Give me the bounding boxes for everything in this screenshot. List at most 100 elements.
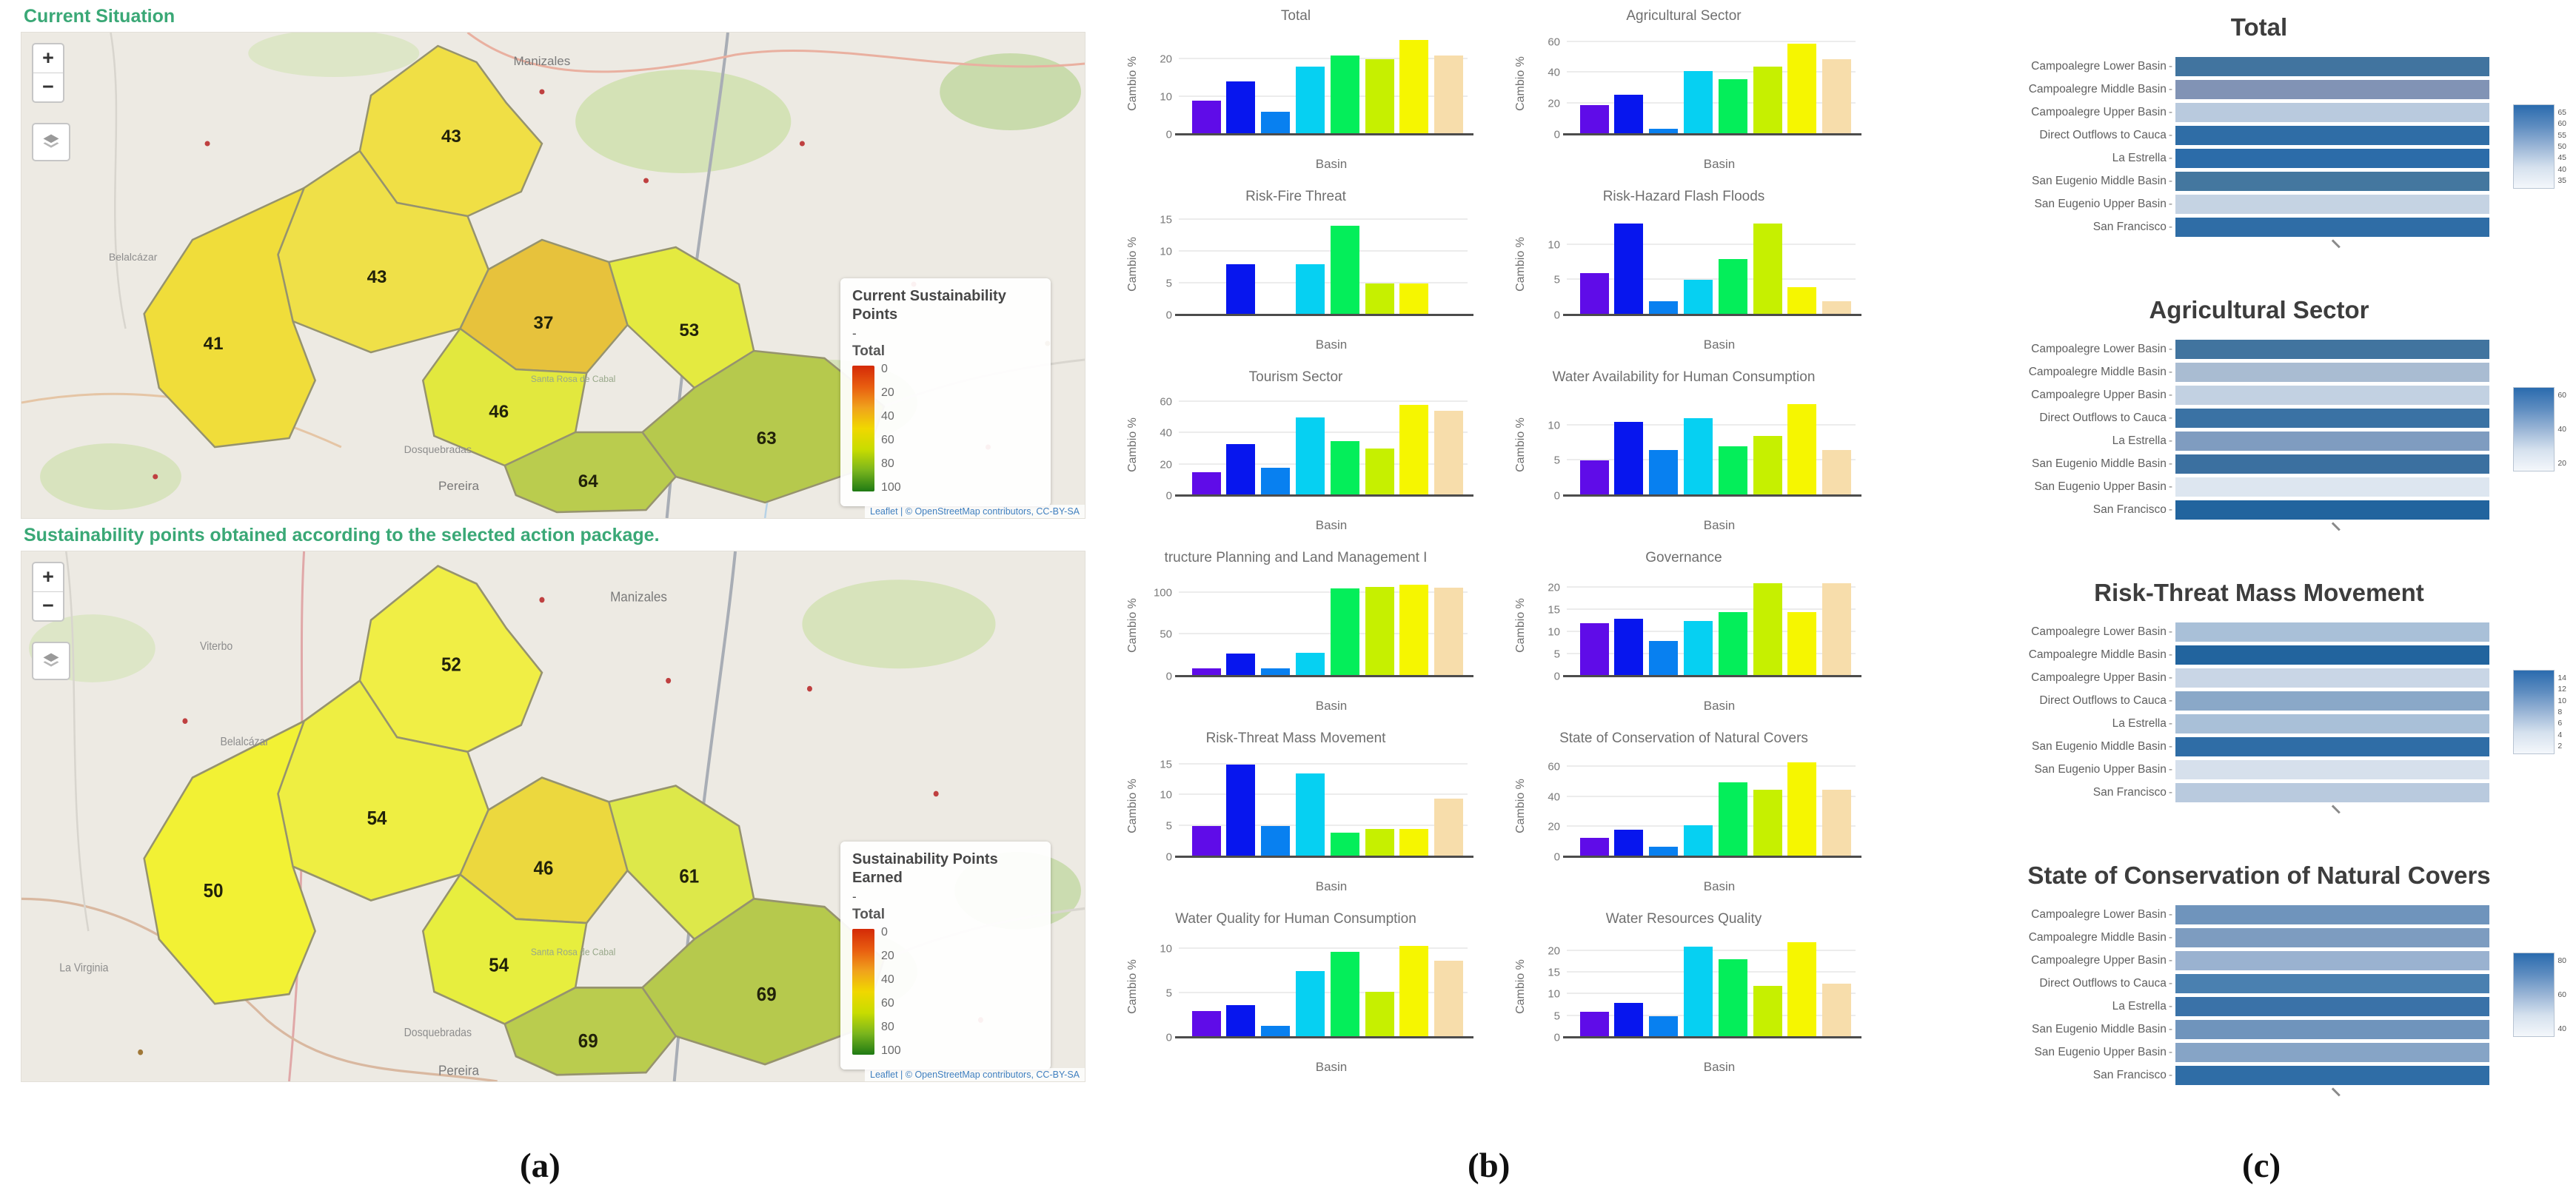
leaflet-map[interactable]: 43 43 41 37 53 46 63 64 Manizales Belalc…	[21, 32, 1085, 519]
basin-region[interactable]	[358, 44, 543, 218]
bar[interactable]	[1191, 472, 1221, 496]
bar[interactable]	[1434, 55, 1464, 135]
heatmap-row-bar[interactable]	[2175, 477, 2489, 497]
bar[interactable]	[1399, 40, 1429, 135]
heatmap-row-bar[interactable]	[2175, 56, 2489, 76]
basin-polygons[interactable]	[143, 565, 886, 1076]
bar[interactable]	[1330, 951, 1359, 1038]
bar[interactable]	[1226, 764, 1256, 857]
bar[interactable]	[1649, 641, 1679, 676]
bar[interactable]	[1787, 43, 1817, 135]
heatmap-row-bar[interactable]	[2175, 645, 2489, 665]
heatmap-row-bar[interactable]	[2175, 194, 2489, 214]
heatmap-row-bar[interactable]	[2175, 362, 2489, 382]
bar[interactable]	[1434, 588, 1464, 676]
bar[interactable]	[1295, 264, 1325, 315]
bar[interactable]	[1683, 946, 1713, 1038]
heatmap-row-bar[interactable]	[2175, 1019, 2489, 1039]
heatmap-row-bar[interactable]	[2175, 759, 2489, 779]
bar[interactable]	[1295, 773, 1325, 857]
map-attribution[interactable]: Leaflet | © OpenStreetMap contributors, …	[865, 1068, 1085, 1081]
bar[interactable]	[1365, 829, 1394, 857]
bar[interactable]	[1365, 449, 1394, 496]
heatmap-row-bar[interactable]	[2175, 1065, 2489, 1085]
bar[interactable]	[1399, 404, 1429, 496]
bar[interactable]	[1261, 112, 1291, 135]
heatmap-row-bar[interactable]	[2175, 950, 2489, 970]
bar[interactable]	[1822, 789, 1852, 857]
basin-region[interactable]	[358, 565, 543, 753]
bar[interactable]	[1649, 846, 1679, 857]
bar[interactable]	[1822, 300, 1852, 315]
bar[interactable]	[1579, 1011, 1609, 1038]
bar[interactable]	[1191, 668, 1221, 676]
heatmap-row-bar[interactable]	[2175, 385, 2489, 405]
bar[interactable]	[1822, 983, 1852, 1038]
bar[interactable]	[1787, 941, 1817, 1038]
bar[interactable]	[1330, 226, 1359, 315]
bar[interactable]	[1718, 612, 1747, 676]
heatmap-row-bar[interactable]	[2175, 171, 2489, 191]
basin-region[interactable]	[143, 186, 317, 449]
bar[interactable]	[1365, 586, 1394, 676]
bar[interactable]	[1649, 1015, 1679, 1038]
heatmap-row-bar[interactable]	[2175, 431, 2489, 451]
bar[interactable]	[1787, 762, 1817, 857]
bar[interactable]	[1399, 584, 1429, 676]
zoom-out-button[interactable]: −	[42, 75, 54, 98]
bar[interactable]	[1614, 224, 1644, 315]
heatmap-row-bar[interactable]	[2175, 102, 2489, 122]
heatmap-row-bar[interactable]	[2175, 782, 2489, 802]
bar[interactable]	[1226, 1004, 1256, 1038]
bar[interactable]	[1787, 286, 1817, 315]
heatmap-row-bar[interactable]	[2175, 668, 2489, 688]
bar[interactable]	[1226, 81, 1256, 135]
heatmap-row-bar[interactable]	[2175, 973, 2489, 993]
heatmap-row-bar[interactable]	[2175, 500, 2489, 520]
bar[interactable]	[1787, 612, 1817, 676]
bar[interactable]	[1614, 94, 1644, 135]
layers-button[interactable]	[32, 642, 70, 680]
bar[interactable]	[1683, 621, 1713, 676]
heatmap-row-bar[interactable]	[2175, 714, 2489, 733]
bar[interactable]	[1261, 668, 1291, 676]
bar[interactable]	[1365, 58, 1394, 135]
bar[interactable]	[1822, 58, 1852, 135]
bar[interactable]	[1614, 1003, 1644, 1038]
heatmap-row-bar[interactable]	[2175, 339, 2489, 359]
bar[interactable]	[1434, 798, 1464, 857]
bar[interactable]	[1753, 789, 1782, 857]
bar[interactable]	[1579, 837, 1609, 857]
bar[interactable]	[1579, 623, 1609, 676]
bar[interactable]	[1649, 300, 1679, 315]
bar[interactable]	[1683, 280, 1713, 315]
bar[interactable]	[1718, 782, 1747, 857]
bar[interactable]	[1683, 418, 1713, 496]
heatmap-row-bar[interactable]	[2175, 904, 2489, 924]
basin-region[interactable]	[504, 987, 678, 1076]
bar[interactable]	[1191, 826, 1221, 857]
zoom-in-button[interactable]: +	[33, 44, 63, 73]
bar[interactable]	[1649, 128, 1679, 135]
bar[interactable]	[1330, 832, 1359, 857]
bar[interactable]	[1191, 101, 1221, 135]
heatmap-row-bar[interactable]	[2175, 79, 2489, 99]
bar[interactable]	[1579, 272, 1609, 315]
bar[interactable]	[1399, 946, 1429, 1038]
bar[interactable]	[1649, 450, 1679, 496]
bar[interactable]	[1261, 467, 1291, 496]
bar[interactable]	[1261, 826, 1291, 857]
bar[interactable]	[1295, 971, 1325, 1038]
map-attribution[interactable]: Leaflet | © OpenStreetMap contributors, …	[865, 505, 1085, 518]
zoom-out-button[interactable]: −	[42, 594, 54, 617]
bar[interactable]	[1718, 258, 1747, 315]
bar[interactable]	[1226, 443, 1256, 496]
bar[interactable]	[1753, 985, 1782, 1038]
bar[interactable]	[1330, 55, 1359, 135]
bar[interactable]	[1683, 825, 1713, 857]
heatmap-row-bar[interactable]	[2175, 996, 2489, 1016]
bar[interactable]	[1399, 829, 1429, 857]
heatmap-row-bar[interactable]	[2175, 927, 2489, 947]
bar[interactable]	[1753, 224, 1782, 315]
bar[interactable]	[1365, 283, 1394, 315]
